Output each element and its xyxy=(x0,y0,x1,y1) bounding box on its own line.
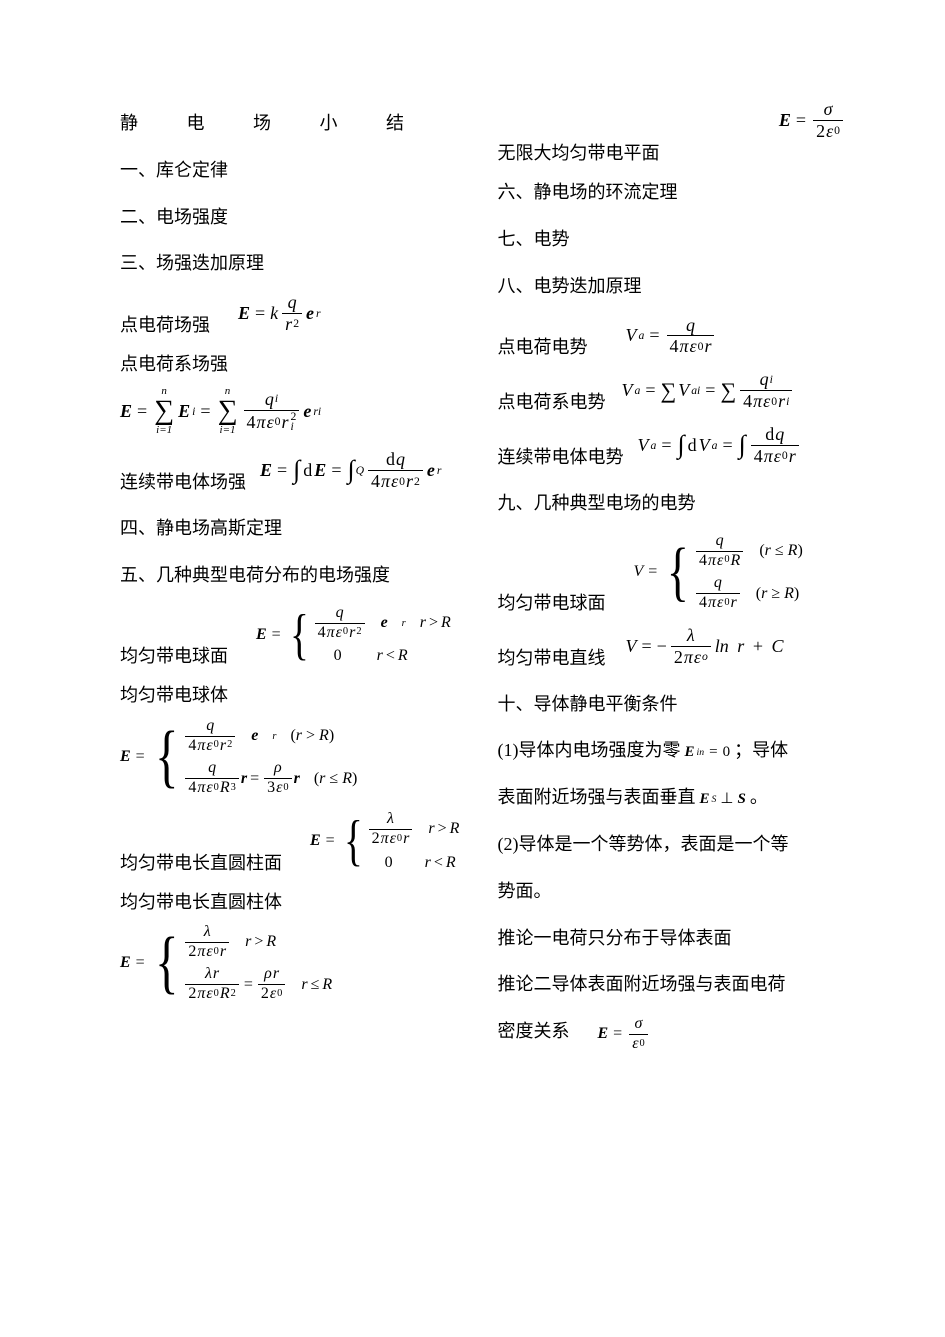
corollary-1: 推论一电荷只分布于导体表面 xyxy=(498,915,846,962)
cond-1-line2: 表面附近场强与表面垂直 ES ⊥ S 。 xyxy=(498,774,846,821)
formula-sphere-body-E: E = { q 4πε0r2 er (r > R) xyxy=(120,718,468,797)
formula-continuous-E: 连续带电体场强 E = ∫ dE = ∫Q dq 4πε0r2 er xyxy=(120,450,468,491)
section-1: 一、库仑定律 xyxy=(120,147,468,194)
section-3: 三、场强迭加原理 xyxy=(120,240,468,287)
section-10: 十、导体静电平衡条件 xyxy=(498,681,846,728)
formula-point-system-V: 点电荷系电势 Va = ∑ Vai = ∑ qi 4πε0ri xyxy=(498,370,846,411)
formula-point-system-E: E = n∑i=1 Ei = n∑i=1 qi 4πε0r2i eri xyxy=(120,386,468,436)
cond-2-line1: (2)导体是一个等势体，表面是一个等 xyxy=(498,821,846,868)
label-infinite-plane: 无限大均匀带电平面 xyxy=(498,137,846,169)
cond-2-line2: 势面。 xyxy=(498,868,846,915)
corollary-2-formula: 密度关系 E = σ ε0 xyxy=(498,1008,846,1055)
formula-sphere-surface-V: 均匀带电球面 V = { q 4πε0R (r ≤ R) xyxy=(498,533,846,612)
formula-continuous-V: 连续带电体电势 Va = ∫dVa = ∫ dq 4πε0r xyxy=(498,425,846,466)
section-4: 四、静电场高斯定理 xyxy=(120,505,468,552)
section-7: 七、电势 xyxy=(498,216,846,263)
page-title: 静 电 场 小 结 xyxy=(120,100,468,147)
formula-point-V: 点电荷电势 Va = q 4πε0r xyxy=(498,316,846,357)
section-5: 五、几种典型电荷分布的电场强度 xyxy=(120,552,468,599)
formula-cylinder-body-E: E = { λ 2πε0r r>R xyxy=(120,924,468,1003)
formula-cylinder-surface-E: 均匀带电长直圆柱面 E = { λ 2πε0r r>R 0 xyxy=(120,811,468,872)
formula-line-V: 均匀带电直线 V = − λ 2πεo ln r + C xyxy=(498,626,846,667)
formula-sphere-surface-E: 均匀带电球面 E = { q 4πε0r2 er r>R 0 xyxy=(120,605,468,666)
label-point-system-E: 点电荷系场强 xyxy=(120,348,468,380)
label-sphere-body: 均匀带电球体 xyxy=(120,679,468,711)
section-9: 九、几种典型电场的电势 xyxy=(498,480,846,527)
formula-infinite-plane-E: E = σ 2ε0 xyxy=(498,100,846,141)
section-6: 六、静电场的环流定理 xyxy=(498,169,846,216)
formula-point-charge-E: 点电荷场强 E = k q r2 er xyxy=(120,293,468,334)
corollary-2-line1: 推论二导体表面附近场强与表面电荷 xyxy=(498,961,846,1008)
section-8: 八、电势迭加原理 xyxy=(498,263,846,310)
cond-1-line1: (1)导体内电场强度为零 Ein =0 ；导体 xyxy=(498,727,846,774)
label-cylinder-body: 均匀带电长直圆柱体 xyxy=(120,886,468,918)
section-2: 二、电场强度 xyxy=(120,194,468,241)
